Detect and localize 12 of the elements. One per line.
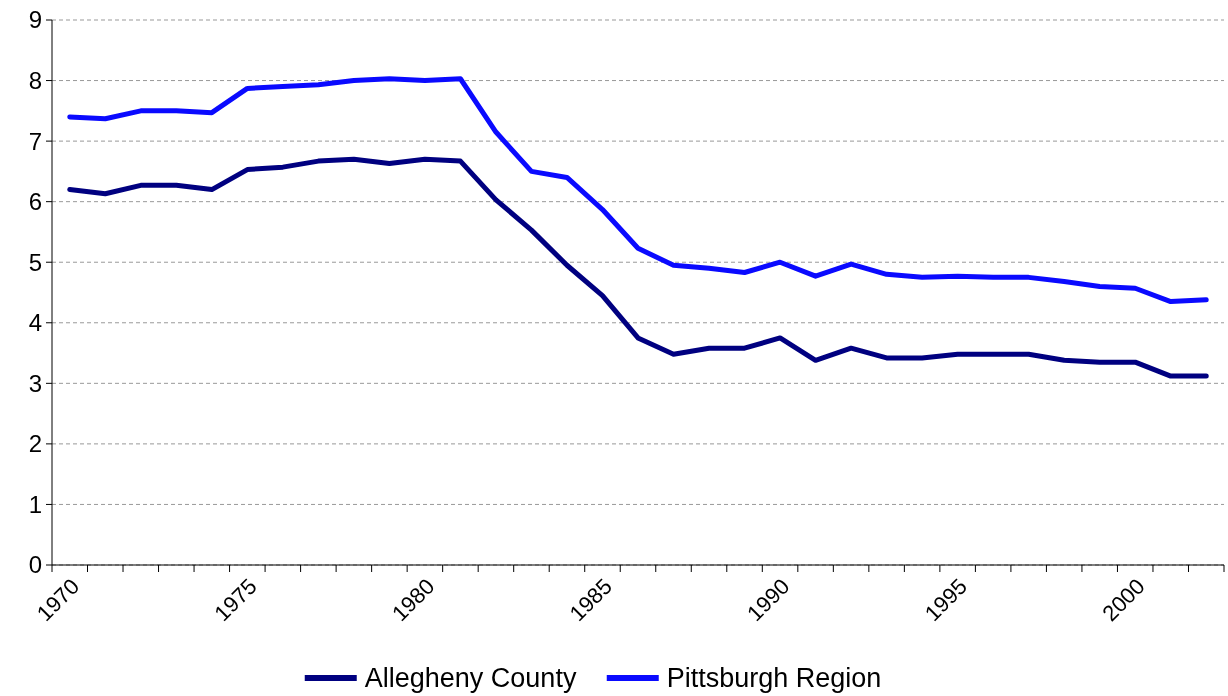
y-tick-label: 3 — [28, 369, 42, 397]
y-tick-label: 9 — [28, 6, 42, 34]
y-tick-label: 2 — [28, 430, 42, 458]
legend-label: Allegheny County — [364, 663, 577, 694]
y-tick-label: 5 — [28, 248, 42, 276]
y-tick-label: 1 — [28, 490, 42, 518]
y-tick-label: 0 — [28, 551, 42, 579]
y-tick-label: 6 — [28, 188, 42, 216]
y-tick-label: 7 — [28, 127, 42, 155]
legend-label: Pittsburgh Region — [666, 663, 882, 694]
y-tick-label: 8 — [28, 66, 42, 94]
y-tick-label: 4 — [28, 309, 42, 337]
